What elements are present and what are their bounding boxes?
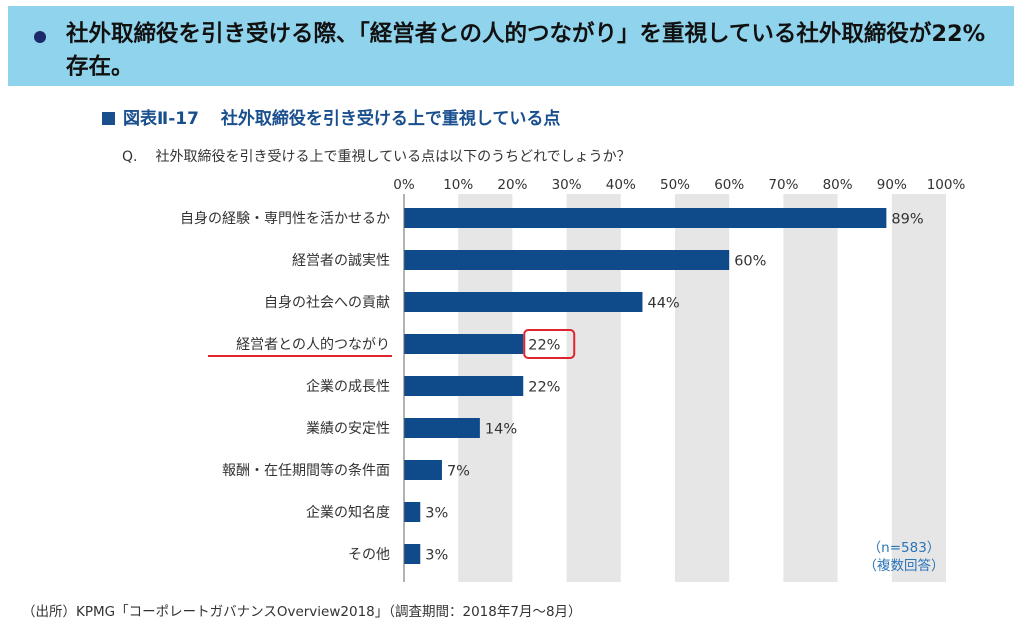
summary-banner: 社外取締役を引き受ける際、「経営者との人的つながり」を重視している社外取締役が2… bbox=[8, 6, 1014, 86]
square-icon bbox=[102, 112, 115, 125]
value-label: 22% bbox=[528, 380, 560, 396]
grid-band bbox=[891, 194, 946, 582]
category-label: 企業の成長性 bbox=[306, 378, 390, 395]
figure-title: 図表Ⅱ-17 社外取締役を引き受ける上で重視している点 bbox=[102, 104, 560, 129]
question-text: 社外取締役を引き受ける上で重視している点は以下のうちどれでしょうか？ bbox=[155, 149, 631, 165]
bar bbox=[404, 334, 524, 354]
category-label: 業績の安定性 bbox=[306, 421, 390, 437]
x-tick-label: 30% bbox=[552, 177, 582, 193]
category-label: 経営者との人的つながり bbox=[236, 337, 390, 353]
highlight-box bbox=[523, 329, 576, 359]
bar bbox=[404, 502, 421, 522]
x-tick-label: 70% bbox=[768, 177, 798, 193]
x-tick-label: 90% bbox=[877, 177, 907, 193]
category-label: 企業の知名度 bbox=[306, 504, 390, 521]
bar bbox=[404, 460, 442, 480]
bar bbox=[404, 250, 730, 270]
bullet-icon bbox=[34, 31, 46, 43]
figure-number: 図表Ⅱ-17 bbox=[123, 109, 199, 129]
grid-band bbox=[783, 194, 838, 582]
x-tick-label: 20% bbox=[497, 177, 527, 193]
bar bbox=[404, 292, 643, 312]
survey-question: Q. 社外取締役を引き受ける上で重視している点は以下のうちどれでしょうか？ bbox=[122, 146, 631, 166]
summary-text: 社外取締役を引き受ける際、「経営者との人的つながり」を重視している社外取締役が2… bbox=[66, 21, 986, 80]
value-label: 3% bbox=[425, 506, 448, 522]
value-label: 89% bbox=[891, 212, 923, 228]
x-tick-label: 10% bbox=[443, 177, 473, 193]
x-tick-label: 60% bbox=[714, 177, 744, 193]
source-note: （出所）KPMG「コーポレートガバナンスOverview2018」（調査期間：2… bbox=[22, 604, 582, 620]
bar bbox=[404, 418, 480, 438]
chart-note: （n=583） bbox=[868, 540, 941, 556]
x-tick-label: 50% bbox=[660, 177, 690, 193]
value-label: 14% bbox=[485, 422, 517, 438]
chart-note: （複数回答） bbox=[864, 557, 945, 574]
category-label: その他 bbox=[348, 547, 390, 563]
value-label: 3% bbox=[425, 548, 448, 564]
category-label: 自身の経験・専門性を活かせるか bbox=[180, 211, 390, 227]
figure-title-text: 社外取締役を引き受ける上で重視している点 bbox=[220, 109, 561, 129]
x-tick-label: 80% bbox=[823, 177, 853, 193]
category-label: 経営者の誠実性 bbox=[292, 253, 390, 269]
bar bbox=[404, 208, 887, 228]
category-label: 自身の社会への貢献 bbox=[264, 295, 390, 311]
question-prefix: Q. bbox=[122, 149, 138, 165]
value-label: 22% bbox=[528, 338, 560, 354]
x-tick-label: 0% bbox=[393, 177, 415, 193]
x-tick-label: 40% bbox=[606, 177, 636, 193]
value-label: 44% bbox=[647, 296, 679, 312]
bar bbox=[404, 544, 421, 564]
bar bbox=[404, 376, 524, 396]
x-tick-label: 100% bbox=[927, 177, 966, 193]
value-label: 60% bbox=[734, 254, 766, 270]
category-label: 報酬・在任期間等の条件面 bbox=[222, 462, 390, 479]
value-label: 7% bbox=[447, 464, 470, 480]
